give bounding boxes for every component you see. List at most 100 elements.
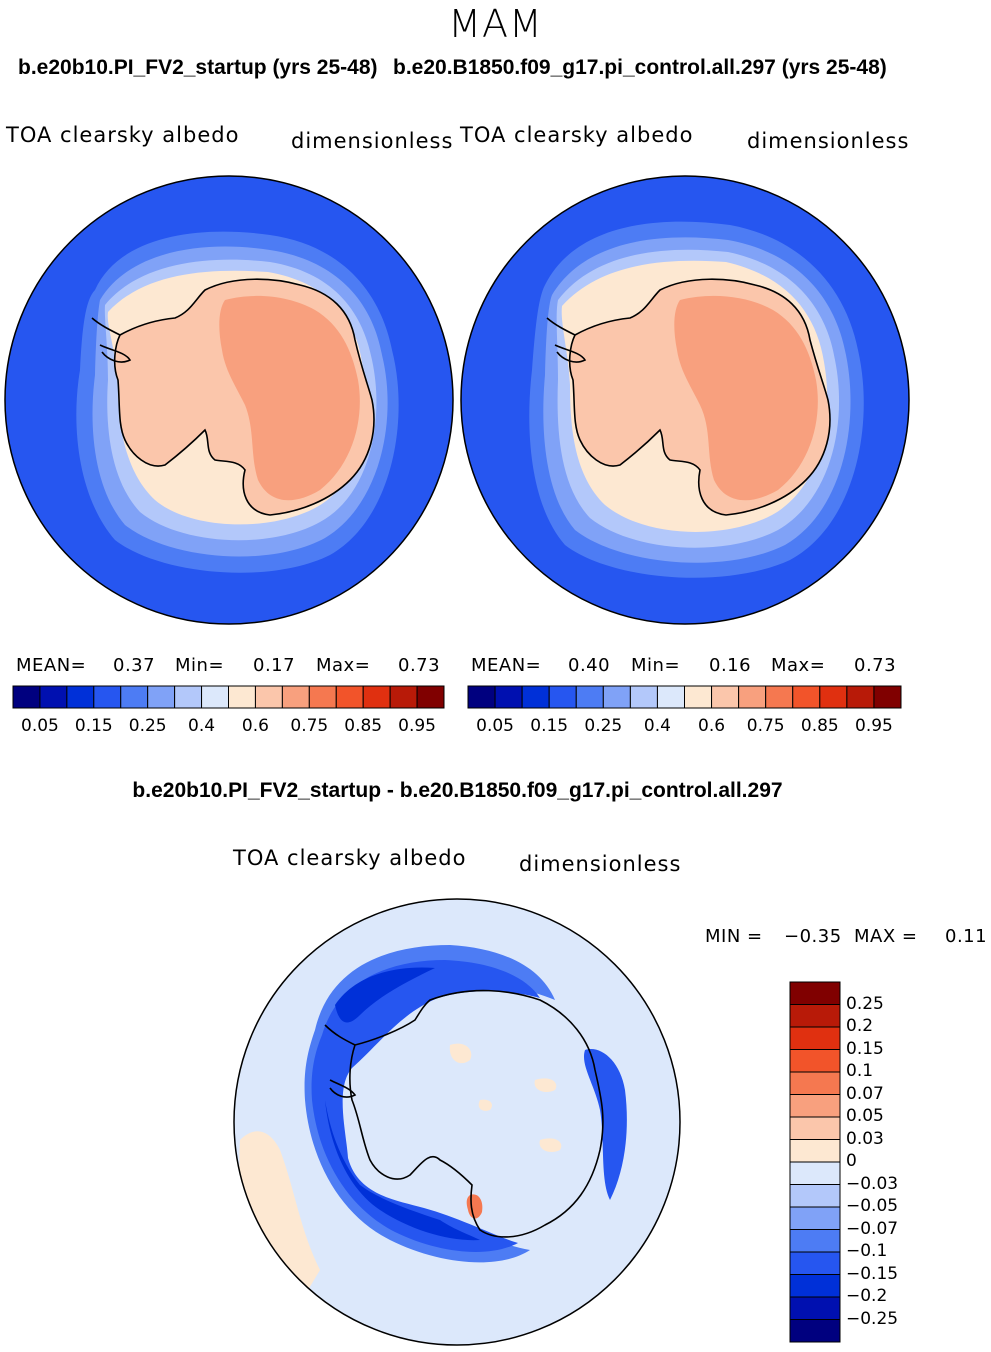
right-units-label: dimensionless <box>747 129 910 153</box>
right-max-value: 0.73 <box>854 655 897 676</box>
left-min-value: 0.17 <box>253 655 296 676</box>
difference-colorbar-swatch <box>789 1071 841 1095</box>
left-case-title: b.e20b10.PI_FV2_startup (yrs 25-48) <box>18 56 378 79</box>
left-colorbar-swatch <box>66 685 95 709</box>
difference-min-value: −0.35 <box>784 926 842 947</box>
difference-polar-map <box>234 899 680 1345</box>
right-colorbar-swatch <box>494 685 523 709</box>
left-colorbar-tick-label: 0.15 <box>74 716 113 736</box>
left-colorbar-swatch <box>147 685 176 709</box>
difference-units-label: dimensionless <box>519 852 682 876</box>
difference-colorbar-tick-label: 0.03 <box>846 1128 884 1149</box>
difference-colorbar-tick-label: 0.1 <box>846 1061 874 1081</box>
right-polar-map <box>461 176 909 624</box>
left-colorbar-swatch <box>120 685 149 709</box>
right-colorbar-swatch <box>873 685 902 709</box>
left-colorbar-swatch <box>335 685 364 709</box>
left-polar-map <box>5 176 453 624</box>
difference-colorbar-tick-label: 0.15 <box>846 1038 884 1059</box>
left-min-label: Min= <box>175 655 225 676</box>
difference-colorbar-swatch <box>789 1251 841 1275</box>
left-colorbar-swatch <box>174 685 203 709</box>
difference-colorbar-swatch <box>789 1004 841 1028</box>
left-colorbar-tick-label: 0.85 <box>344 716 383 736</box>
left-colorbar-swatch <box>416 685 445 709</box>
difference-colorbar-swatch <box>789 1094 841 1118</box>
difference-colorbar-swatch <box>789 1049 841 1073</box>
right-colorbar-swatch <box>656 685 685 709</box>
difference-colorbar-tick-label: −0.05 <box>846 1196 899 1216</box>
left-variable-label: TOA clearsky albedo <box>6 123 240 147</box>
left-max-label: Max= <box>316 655 371 676</box>
left-colorbar-tick-label: 0.75 <box>290 716 329 736</box>
right-colorbar-swatch <box>684 685 713 709</box>
left-colorbar-swatch <box>93 685 122 709</box>
difference-colorbar-tick-label: −0.03 <box>846 1173 899 1194</box>
difference-colorbar-swatch <box>789 1296 841 1320</box>
right-colorbar-tick-label: 0.75 <box>746 716 785 736</box>
left-units-label: dimensionless <box>291 129 454 153</box>
difference-title: b.e20b10.PI_FV2_startup - b.e20.B1850.f0… <box>132 779 783 802</box>
right-map-frame <box>460 175 910 625</box>
difference-colorbar-swatch <box>789 1184 841 1208</box>
right-min-label: Min= <box>631 655 681 676</box>
difference-colorbar-tick-label: −0.2 <box>846 1286 888 1306</box>
right-colorbar-swatch <box>548 685 577 709</box>
left-max-value: 0.73 <box>398 655 441 676</box>
left-colorbar-tick-label: 0.6 <box>241 716 269 736</box>
left-colorbar-tick-label: 0.4 <box>188 716 216 736</box>
right-colorbar-swatch <box>738 685 767 709</box>
left-colorbar-swatch <box>12 685 41 709</box>
right-colorbar-tick-label: 0.05 <box>476 716 514 736</box>
season-title: MAM <box>448 2 543 46</box>
difference-colorbar-tick-label: 0.25 <box>846 993 884 1014</box>
left-mean-value: 0.37 <box>113 655 156 676</box>
difference-colorbar-tick-label: 0.07 <box>846 1083 884 1104</box>
left-map-frame <box>4 175 454 625</box>
difference-max-label: MAX = <box>854 926 918 947</box>
difference-map-frame <box>233 898 681 1346</box>
difference-colorbar-tick-label: −0.15 <box>846 1263 899 1284</box>
difference-colorbar-tick-label: −0.07 <box>846 1218 899 1239</box>
difference-colorbar <box>789 981 841 1343</box>
right-colorbar-tick-label: 0.4 <box>643 716 671 736</box>
difference-colorbar-swatch <box>789 1229 841 1253</box>
difference-colorbar-tick-label: 0 <box>846 1151 857 1171</box>
difference-colorbar-swatch <box>789 1026 841 1050</box>
difference-colorbar-swatch <box>789 1116 841 1140</box>
right-colorbar-swatch <box>792 685 821 709</box>
left-colorbar-tick-label: 0.25 <box>128 716 167 736</box>
left-colorbar-tick-label: 0.95 <box>398 716 436 736</box>
left-colorbar-tick-label: 0.05 <box>21 716 59 736</box>
right-mean-value: 0.40 <box>568 655 611 676</box>
difference-colorbar-swatch <box>789 981 841 1005</box>
right-colorbar-swatch <box>602 685 631 709</box>
right-colorbar-swatch <box>521 685 550 709</box>
difference-min-label: MIN = <box>705 926 763 947</box>
right-colorbar-swatch <box>575 685 604 709</box>
difference-variable-label: TOA clearsky albedo <box>233 846 467 870</box>
right-colorbar-tick-label: 0.15 <box>530 716 569 736</box>
difference-colorbar-tick-label: 0.05 <box>846 1106 884 1126</box>
right-case-title: b.e20.B1850.f09_g17.pi_control.all.297 (… <box>393 56 887 79</box>
left-colorbar-swatch <box>308 685 337 709</box>
left-colorbar-swatch <box>281 685 310 709</box>
left-colorbar-swatch <box>201 685 229 709</box>
left-colorbar <box>12 685 445 709</box>
right-colorbar-swatch <box>765 685 794 709</box>
difference-colorbar-tick-label: 0.2 <box>846 1016 874 1036</box>
right-min-value: 0.16 <box>709 655 752 676</box>
right-colorbar-tick-label: 0.95 <box>855 716 893 736</box>
difference-colorbar-swatch <box>789 1274 841 1298</box>
difference-colorbar-tick-label: −0.1 <box>846 1241 888 1261</box>
left-colorbar-swatch <box>39 685 68 709</box>
difference-colorbar-swatch <box>789 1319 841 1343</box>
left-colorbar-swatch <box>362 685 391 709</box>
difference-colorbar-swatch <box>789 1161 841 1185</box>
right-colorbar-tick-label: 0.6 <box>698 716 726 736</box>
right-colorbar-tick-label: 0.85 <box>800 716 839 736</box>
left-colorbar-swatch <box>254 685 283 709</box>
right-colorbar-tick-label: 0.25 <box>584 716 623 736</box>
difference-colorbar-swatch <box>789 1206 841 1230</box>
right-colorbar-swatch <box>629 685 658 709</box>
